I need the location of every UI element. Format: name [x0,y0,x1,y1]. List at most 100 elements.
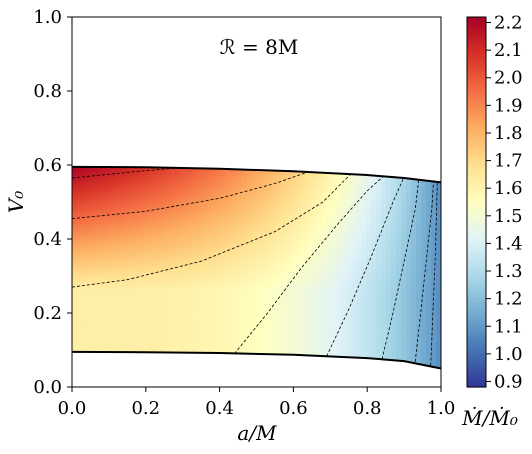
heatmap-cell [391,202,397,208]
heatmap-cell [201,216,208,221]
heatmap-cell [386,192,392,197]
heatmap-cell [231,265,238,270]
heatmap-cell [321,216,327,221]
heatmap-cell [356,206,362,211]
heatmap-cell [151,189,158,194]
heatmap-cell [146,230,153,235]
heatmap-cell [301,178,307,183]
heatmap-cell [166,254,173,259]
heatmap-cell [371,313,377,318]
heatmap-cell [186,240,193,246]
heatmap-cell [266,296,273,301]
heatmap-cell [156,209,163,214]
heatmap-cell [131,303,138,308]
heatmap-cell [146,206,153,211]
heatmap-cell [401,261,407,266]
heatmap-cell [436,254,441,259]
heatmap-cell [196,254,203,259]
heatmap-cell [201,244,208,249]
heatmap-cell [86,209,93,214]
heatmap-cell [116,334,123,339]
heatmap-cell [421,330,427,335]
heatmap-cell [271,341,278,346]
heatmap-cell [421,320,427,325]
heatmap-cell [216,230,223,235]
heatmap-cell [146,258,153,263]
heatmap-cell [391,323,397,328]
heatmap-cell [356,306,362,311]
heatmap-cell [116,365,123,369]
heatmap-cell [431,240,437,246]
heatmap-cell [416,344,422,349]
heatmap-cell [311,361,317,366]
heatmap-cell [361,285,367,290]
heatmap-cell [181,213,188,218]
heatmap-cell [361,209,367,214]
heatmap-cell [236,275,243,280]
heatmap-cell [316,303,322,308]
heatmap-cell [421,313,427,318]
heatmap-cell [416,313,422,318]
heatmap-cell [421,261,427,266]
heatmap-cell [166,348,173,353]
heatmap-cell [326,341,332,346]
heatmap-cell [241,261,248,266]
heatmap-cell [111,323,118,328]
heatmap-cell [426,258,432,263]
heatmap-cell [281,334,288,339]
heatmap-cell [281,303,288,308]
heatmap-cell [131,199,138,204]
heatmap-cell [166,237,173,242]
heatmap-cell [131,327,138,332]
heatmap-cell [156,189,163,194]
heatmap-cell [266,334,273,339]
heatmap-cell [416,310,422,315]
heatmap-cell [381,289,387,294]
heatmap-cell [306,330,312,335]
heatmap-cell [421,361,427,366]
heatmap-cell [331,199,337,204]
heatmap-cell [196,348,203,353]
heatmap-cell [111,237,118,242]
heatmap-cell [236,323,243,328]
heatmap-cell [271,272,278,277]
heatmap-cell [81,196,88,201]
heatmap-cell [231,282,238,287]
heatmap-cell [151,199,158,204]
heatmap-cell [421,237,427,242]
heatmap-cell [221,341,228,346]
heatmap-cell [316,230,322,235]
heatmap-cell [231,196,238,201]
heatmap-cell [271,348,278,353]
heatmap-cell [346,251,352,256]
heatmap-cell [251,285,258,290]
heatmap-cell [91,268,98,273]
heatmap-cell [181,337,188,342]
colorbar-segment [467,46,486,51]
heatmap-cell [416,278,422,284]
heatmap-cell [371,348,377,353]
heatmap-cell [276,348,283,353]
heatmap-cell [186,192,193,197]
heatmap-cell [121,365,128,369]
heatmap-cell [146,330,153,335]
heatmap-cell [326,299,332,304]
heatmap-cell [371,354,377,359]
heatmap-cell [116,227,123,232]
heatmap-cell [136,313,143,318]
heatmap-cell [321,348,327,353]
heatmap-cell [196,344,203,349]
heatmap-cell [301,213,307,218]
heatmap-cell [326,265,332,270]
heatmap-cell [231,289,238,294]
heatmap-cell [316,234,322,239]
heatmap-cell [421,192,427,197]
heatmap-cell [306,206,312,211]
heatmap-cell [276,182,283,187]
heatmap-cell [81,251,88,256]
heatmap-cell [186,275,193,280]
heatmap-cell [336,306,342,311]
heatmap-cell [426,341,432,346]
heatmap-cell [376,178,382,183]
heatmap-cell [341,334,347,339]
